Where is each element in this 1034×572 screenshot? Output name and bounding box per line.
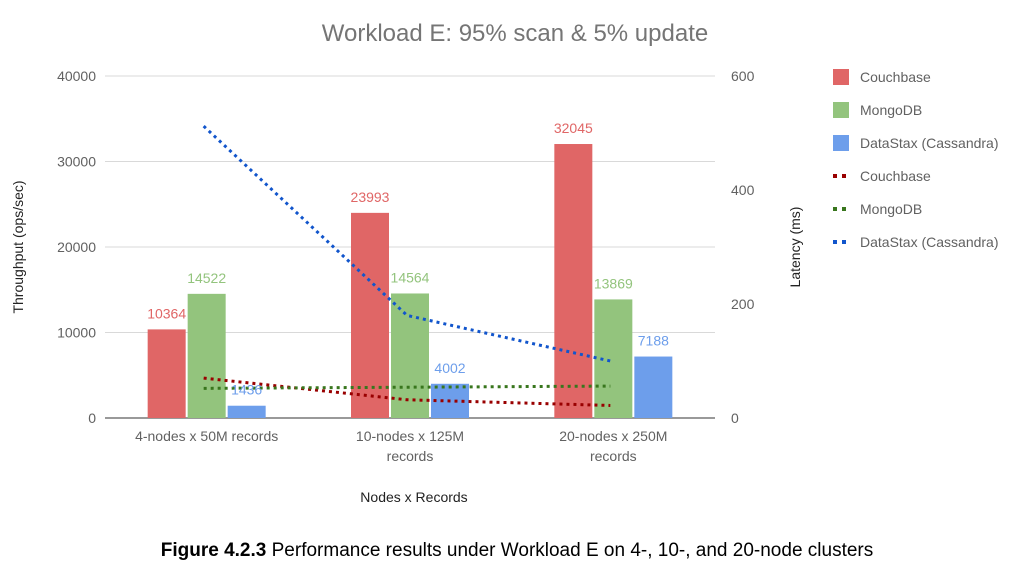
- latency-line: [203, 384, 611, 390]
- bar: [227, 405, 266, 418]
- figure-caption-text: Performance results under Workload E on …: [266, 540, 874, 561]
- right-tick-label: 0: [731, 410, 739, 426]
- chart-canvas: Workload E: 95% scan & 5% update 0 10000 2…: [10, 20, 999, 505]
- legend-swatch: [833, 102, 849, 118]
- category-label: 4-nodes x 50M records: [135, 428, 278, 444]
- bar: [634, 356, 673, 418]
- left-axis-ticks: 0 10000 20000 30000 40000: [57, 68, 96, 426]
- data-label: 4002: [434, 360, 465, 376]
- figure-caption-label: Figure 4.2.3: [160, 540, 267, 561]
- bar: [391, 293, 429, 418]
- data-label: 7188: [638, 333, 669, 349]
- legend-label: DataStax (Cassandra): [860, 135, 999, 151]
- data-label: 32045: [554, 120, 593, 136]
- legend-label: DataStax (Cassandra): [860, 234, 999, 250]
- bar: [594, 299, 633, 418]
- right-axis-ticks: 0 200 400 600: [731, 68, 755, 426]
- latency-lines: [202, 125, 611, 407]
- legend-label: Couchbase: [860, 69, 931, 85]
- left-tick-label: 40000: [57, 68, 96, 84]
- legend-swatch: [833, 69, 849, 85]
- legend: Couchbase MongoDB DataStax (Cassandra) Couc…: [833, 69, 999, 250]
- legend-label: MongoDB: [860, 102, 922, 118]
- right-tick-label: 200: [731, 296, 755, 312]
- bar: [147, 329, 186, 418]
- left-tick-label: 10000: [57, 325, 96, 341]
- bars: [147, 144, 673, 418]
- left-tick-label: 30000: [57, 154, 96, 170]
- legend-label: Couchbase: [860, 168, 931, 184]
- category-label: records: [387, 448, 434, 464]
- left-tick-label: 20000: [57, 239, 96, 255]
- legend-swatch: [833, 135, 849, 151]
- chart-title: Workload E: 95% scan & 5% update: [322, 20, 708, 47]
- latency-line: [203, 376, 611, 407]
- figure-caption: Figure 4.2.3 Performance results under W…: [0, 540, 1034, 562]
- category-label: 20-nodes x 250M: [559, 428, 667, 444]
- data-label: 14564: [391, 269, 430, 285]
- data-label: 13869: [594, 275, 633, 291]
- y-axis-title: Throughput (ops/sec): [10, 180, 26, 313]
- data-labels: 10364 23993 32045 14522 14564 13869 1436 4002 71…: [147, 120, 669, 398]
- category-label: records: [590, 448, 637, 464]
- right-tick-label: 600: [731, 68, 755, 84]
- latency-line: [202, 125, 611, 363]
- bar: [351, 212, 389, 418]
- data-label: 1436: [231, 382, 262, 398]
- y2-axis-title: Latency (ms): [787, 207, 803, 288]
- data-label: 10364: [147, 305, 186, 321]
- data-label: 23993: [351, 189, 390, 205]
- bar: [554, 144, 593, 418]
- bar: [187, 293, 226, 418]
- data-label: 14522: [187, 270, 226, 286]
- right-tick-label: 400: [731, 182, 755, 198]
- category-label: 10-nodes x 125M: [356, 428, 464, 444]
- category-labels: 4-nodes x 50M records 10-nodes x 125M reco…: [135, 428, 667, 464]
- x-axis-title: Nodes x Records: [360, 489, 467, 505]
- legend-label: MongoDB: [860, 201, 922, 217]
- left-tick-label: 0: [88, 410, 96, 426]
